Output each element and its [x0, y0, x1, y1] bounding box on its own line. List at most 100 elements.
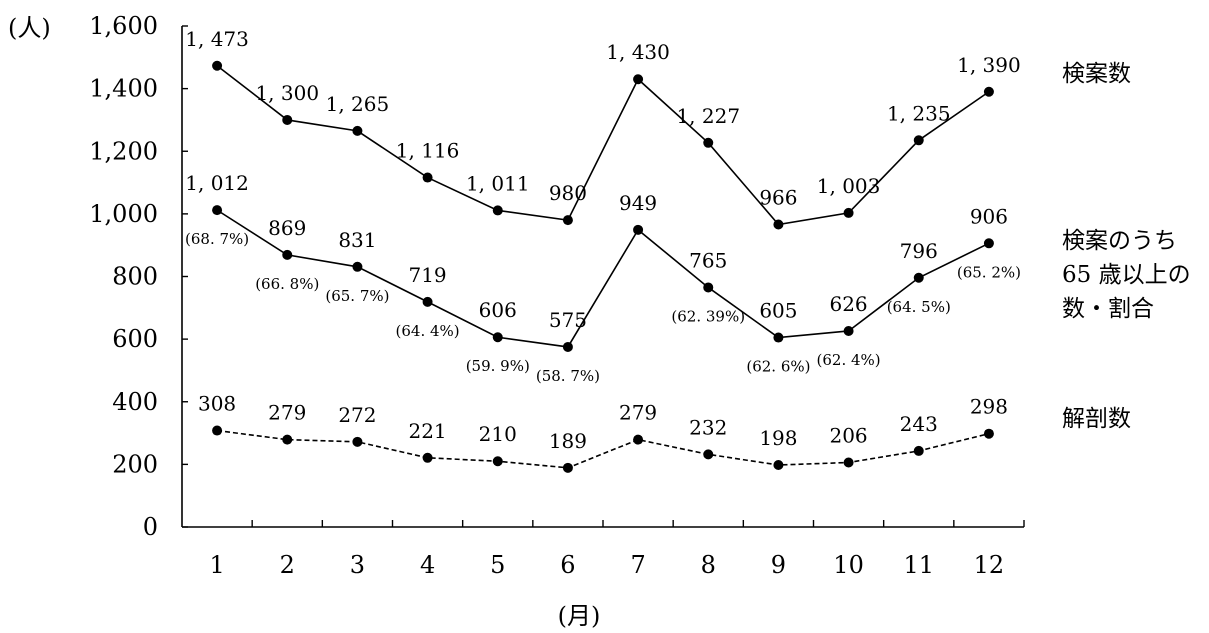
data-label: 1, 116 — [396, 139, 460, 163]
x-tick-label: 3 — [350, 551, 365, 579]
percent-label: (64. 5%) — [887, 298, 951, 316]
percent-label: (58. 7%) — [536, 367, 600, 385]
data-label: 189 — [549, 429, 587, 453]
data-label: 575 — [549, 308, 587, 332]
data-label: 1, 300 — [255, 81, 319, 105]
data-point — [422, 172, 433, 183]
data-label: 279 — [619, 401, 657, 425]
data-point — [773, 332, 784, 343]
data-point — [422, 452, 433, 463]
data-point — [843, 207, 854, 218]
series-label-age65-plus: 65 歳以上の — [1062, 262, 1191, 288]
data-label: 796 — [900, 239, 938, 263]
x-axis-unit: (月) — [558, 602, 601, 630]
data-point — [913, 445, 924, 456]
data-point — [773, 219, 784, 230]
x-tick-label: 2 — [280, 551, 295, 579]
data-point — [282, 434, 293, 445]
data-point — [422, 296, 433, 307]
data-label: 1, 003 — [817, 174, 881, 198]
y-tick-label: 1,200 — [89, 137, 158, 165]
x-tick-label: 11 — [903, 551, 934, 579]
data-point — [562, 462, 573, 473]
data-label: 765 — [689, 248, 727, 272]
data-label: 1, 012 — [185, 171, 249, 195]
data-point — [492, 456, 503, 467]
data-label: 279 — [268, 401, 306, 425]
data-label: 605 — [759, 299, 797, 323]
x-tick-label: 12 — [974, 551, 1005, 579]
x-tick-label: 5 — [490, 551, 505, 579]
data-label: 206 — [829, 423, 867, 447]
data-point — [983, 428, 994, 439]
y-tick-label: 1,600 — [89, 12, 158, 40]
x-tick-label: 7 — [630, 551, 645, 579]
data-point — [633, 74, 644, 85]
data-label: 966 — [759, 186, 797, 210]
data-point — [843, 457, 854, 468]
data-point — [562, 215, 573, 226]
data-label: 719 — [408, 263, 446, 287]
data-label: 1, 235 — [887, 101, 951, 125]
percent-label: (65. 7%) — [325, 287, 389, 305]
data-point — [703, 282, 714, 293]
data-point — [212, 205, 223, 216]
series-label-autopsy-examinations: 検案数 — [1062, 61, 1131, 87]
data-label: 949 — [619, 191, 657, 215]
y-tick-label: 1,000 — [89, 200, 158, 228]
data-label: 869 — [268, 216, 306, 240]
data-label: 272 — [338, 403, 376, 427]
data-label: 831 — [338, 228, 376, 252]
data-point — [703, 449, 714, 460]
data-point — [282, 249, 293, 260]
data-label: 1, 390 — [957, 53, 1021, 77]
y-tick-label: 400 — [112, 388, 158, 416]
x-tick-label: 10 — [833, 551, 864, 579]
series-label-age65-plus: 数・割合 — [1062, 296, 1154, 322]
percent-label: (64. 4%) — [396, 322, 460, 340]
data-label: 198 — [759, 426, 797, 450]
data-point — [913, 272, 924, 283]
percent-label: (62. 39%) — [671, 307, 745, 325]
percent-label: (65. 2%) — [957, 263, 1021, 281]
data-point — [282, 114, 293, 125]
data-label: 221 — [408, 419, 446, 443]
x-tick-label: 4 — [420, 551, 435, 579]
x-tick-label: 6 — [560, 551, 575, 579]
x-tick-label: 9 — [771, 551, 786, 579]
data-label: 232 — [689, 415, 727, 439]
series-label-autopsies: 解剖数 — [1062, 406, 1131, 432]
percent-label: (62. 6%) — [746, 358, 810, 376]
data-point — [843, 325, 854, 336]
data-point — [492, 205, 503, 216]
data-label: 626 — [829, 292, 867, 316]
data-point — [352, 125, 363, 136]
x-tick-label: 8 — [701, 551, 716, 579]
data-point — [562, 341, 573, 352]
data-label: 606 — [479, 298, 517, 322]
data-label: 308 — [198, 392, 236, 416]
data-label: 1, 430 — [606, 40, 670, 64]
data-point — [773, 460, 784, 471]
percent-label: (59. 9%) — [466, 357, 530, 375]
y-tick-label: 200 — [112, 450, 158, 478]
data-point — [212, 425, 223, 436]
data-point — [703, 137, 714, 148]
data-point — [983, 238, 994, 249]
y-tick-label: 0 — [143, 513, 158, 541]
series-line — [216, 209, 990, 348]
data-point — [983, 86, 994, 97]
series-line — [216, 65, 990, 226]
data-label: 1, 265 — [326, 92, 390, 116]
x-tick-label: 1 — [209, 551, 224, 579]
data-label: 1, 011 — [466, 171, 530, 195]
percent-label: (68. 7%) — [185, 230, 249, 248]
percent-label: (62. 4%) — [817, 351, 881, 369]
data-label: 298 — [970, 395, 1008, 419]
data-label: 906 — [970, 204, 1008, 228]
data-point — [492, 332, 503, 343]
data-label: 243 — [900, 412, 938, 436]
